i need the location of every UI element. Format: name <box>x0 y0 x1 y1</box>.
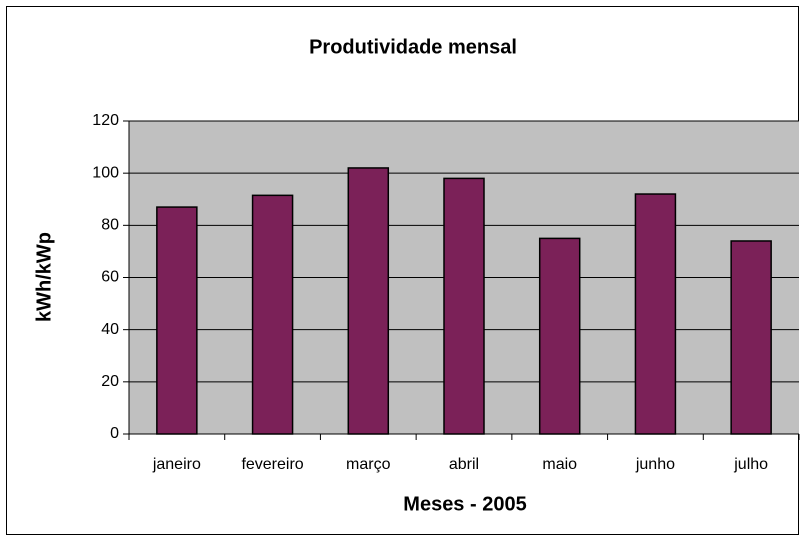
x-tick-label: julho <box>733 456 768 473</box>
y-tick-label: 20 <box>101 373 119 390</box>
x-tick-label: maio <box>542 456 577 473</box>
bar <box>634 193 677 435</box>
bar <box>251 194 294 435</box>
x-axis-title: Meses - 2005 <box>403 493 526 515</box>
y-tick-label: 80 <box>101 217 119 234</box>
x-tick-label: janeiro <box>152 456 201 473</box>
bar <box>538 237 581 435</box>
y-tick-label: 100 <box>92 164 119 181</box>
y-tick-label: 120 <box>92 112 119 129</box>
chart-title: Produtividade mensal <box>309 36 517 58</box>
bar <box>730 240 772 435</box>
x-tick-label: junho <box>635 456 675 473</box>
bar <box>347 167 390 435</box>
y-tick-label: 60 <box>101 269 119 286</box>
x-tick-label: março <box>346 456 391 473</box>
y-tick-label: 0 <box>110 425 119 442</box>
y-tick-label: 40 <box>101 321 119 338</box>
bar <box>156 206 198 435</box>
bar <box>443 177 485 435</box>
y-axis-title: kWh/kWp <box>33 232 55 322</box>
x-tick-label: abril <box>449 456 479 473</box>
x-tick-label: fevereiro <box>241 456 303 473</box>
